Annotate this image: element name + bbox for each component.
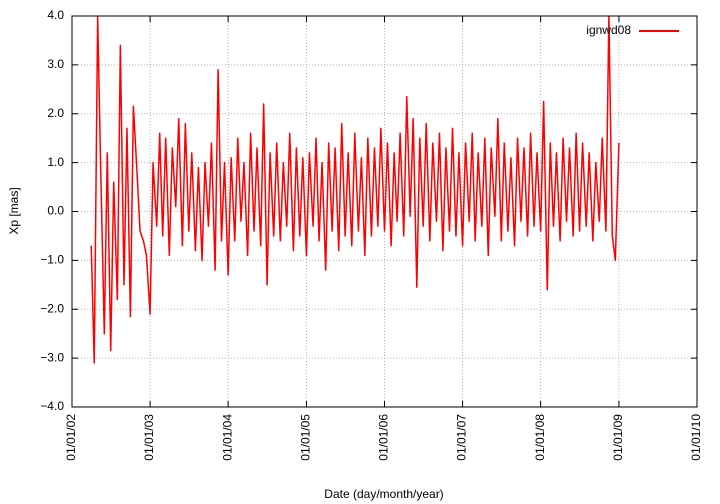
legend-label: ignwd08: [586, 23, 631, 37]
y-axis-label: Xp [mas]: [7, 187, 21, 234]
x-tick-label: 01/01/10: [689, 414, 703, 461]
y-tick-label: 0.0: [47, 204, 64, 218]
x-tick-label: 01/01/04: [220, 414, 234, 461]
y-tick-label: 1.0: [47, 155, 64, 169]
y-tick-label: 4.0: [47, 8, 64, 22]
x-tick-label: 01/01/08: [533, 414, 547, 461]
x-tick-label: 01/01/06: [377, 414, 391, 461]
plot-border: [71, 15, 698, 408]
data-line: [90, 16, 620, 364]
x-axis-label: Date (day/month/year): [324, 487, 443, 501]
x-tick-label: 01/01/05: [299, 414, 313, 461]
x-tick-label: 01/01/09: [611, 414, 625, 461]
x-tick-label: 01/01/03: [142, 414, 156, 461]
y-tick-label: −4.0: [40, 399, 64, 413]
x-tick-label: 01/01/07: [455, 414, 469, 461]
x-tick-label: 01/01/02: [64, 414, 78, 461]
y-tick-label: 2.0: [47, 106, 64, 120]
y-tick-label: 3.0: [47, 57, 64, 71]
y-tick-label: −3.0: [40, 350, 64, 364]
y-tick-label: −1.0: [40, 253, 64, 267]
y-tick-label: −2.0: [40, 301, 64, 315]
